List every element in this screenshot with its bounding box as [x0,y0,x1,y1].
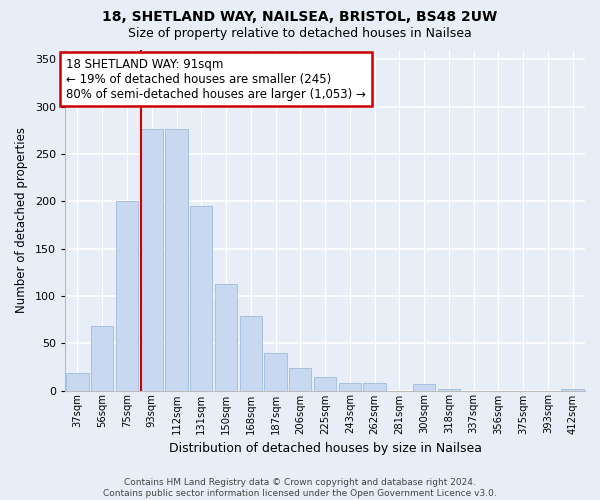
Bar [91,326,113,390]
Text: 18 SHETLAND WAY: 91sqm
← 19% of detached houses are smaller (245)
80% of semi-de: 18 SHETLAND WAY: 91sqm ← 19% of detached… [67,58,366,100]
Bar [116,202,138,390]
Bar [215,284,237,391]
Bar [413,384,435,390]
Bar [166,128,188,390]
Text: Contains HM Land Registry data © Crown copyright and database right 2024.
Contai: Contains HM Land Registry data © Crown c… [103,478,497,498]
Bar [67,374,89,390]
Bar [364,383,386,390]
Bar [265,352,287,391]
Text: 18, SHETLAND WAY, NAILSEA, BRISTOL, BS48 2UW: 18, SHETLAND WAY, NAILSEA, BRISTOL, BS48… [103,10,497,24]
Bar [239,316,262,390]
Bar [338,383,361,390]
Text: Size of property relative to detached houses in Nailsea: Size of property relative to detached ho… [128,28,472,40]
Bar [437,388,460,390]
X-axis label: Distribution of detached houses by size in Nailsea: Distribution of detached houses by size … [169,442,482,455]
Bar [289,368,311,390]
Bar [562,388,584,390]
Bar [190,206,212,390]
Bar [314,378,336,390]
Y-axis label: Number of detached properties: Number of detached properties [15,128,28,314]
Bar [140,128,163,390]
